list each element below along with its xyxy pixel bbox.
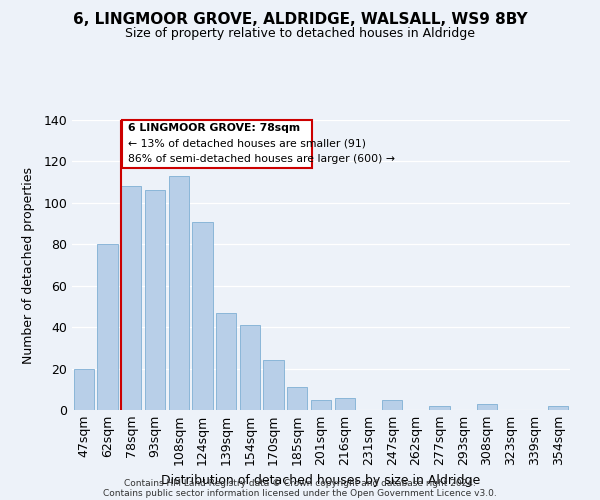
Text: Contains HM Land Registry data © Crown copyright and database right 2024.: Contains HM Land Registry data © Crown c… bbox=[124, 478, 476, 488]
Bar bbox=[263, 360, 284, 410]
Bar bbox=[145, 190, 165, 410]
Text: ← 13% of detached houses are smaller (91): ← 13% of detached houses are smaller (91… bbox=[128, 138, 366, 148]
Bar bbox=[477, 404, 497, 410]
Bar bbox=[430, 406, 449, 410]
Y-axis label: Number of detached properties: Number of detached properties bbox=[22, 166, 35, 364]
X-axis label: Distribution of detached houses by size in Aldridge: Distribution of detached houses by size … bbox=[161, 474, 481, 486]
Bar bbox=[382, 400, 402, 410]
Bar bbox=[216, 312, 236, 410]
FancyBboxPatch shape bbox=[122, 120, 311, 168]
Bar bbox=[287, 387, 307, 410]
Text: 86% of semi-detached houses are larger (600) →: 86% of semi-detached houses are larger (… bbox=[128, 154, 395, 164]
Bar bbox=[335, 398, 355, 410]
Bar bbox=[169, 176, 189, 410]
Bar bbox=[193, 222, 212, 410]
Bar bbox=[97, 244, 118, 410]
Bar bbox=[240, 325, 260, 410]
Bar bbox=[74, 368, 94, 410]
Text: 6 LINGMOOR GROVE: 78sqm: 6 LINGMOOR GROVE: 78sqm bbox=[128, 123, 300, 133]
Text: 6, LINGMOOR GROVE, ALDRIDGE, WALSALL, WS9 8BY: 6, LINGMOOR GROVE, ALDRIDGE, WALSALL, WS… bbox=[73, 12, 527, 28]
Text: Size of property relative to detached houses in Aldridge: Size of property relative to detached ho… bbox=[125, 28, 475, 40]
Text: Contains public sector information licensed under the Open Government Licence v3: Contains public sector information licen… bbox=[103, 488, 497, 498]
Bar bbox=[311, 400, 331, 410]
Bar bbox=[548, 406, 568, 410]
Bar bbox=[121, 186, 142, 410]
